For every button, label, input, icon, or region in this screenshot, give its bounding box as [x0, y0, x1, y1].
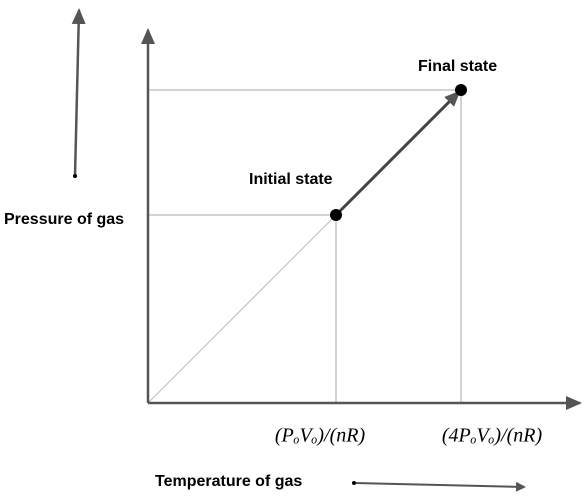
temperature-arrow [353, 481, 526, 492]
arrow-dot [73, 174, 77, 178]
pressure-arrow [71, 8, 86, 177]
y-axis-label: Pressure of gas [4, 211, 124, 228]
initial-label: Initial state [249, 171, 333, 188]
initial-point [330, 209, 342, 221]
x-mark-label: (4PₒVₒ)/(nR) [442, 425, 543, 447]
x-axis-label: Temperature of gas [155, 473, 302, 490]
final-point [455, 84, 467, 96]
x-mark-label: (PₒVₒ)/(nR) [275, 425, 366, 447]
arrow-dot [352, 481, 356, 485]
process-arrow [334, 90, 461, 217]
origin-line [147, 214, 337, 404]
final-label: Final state [418, 58, 497, 75]
